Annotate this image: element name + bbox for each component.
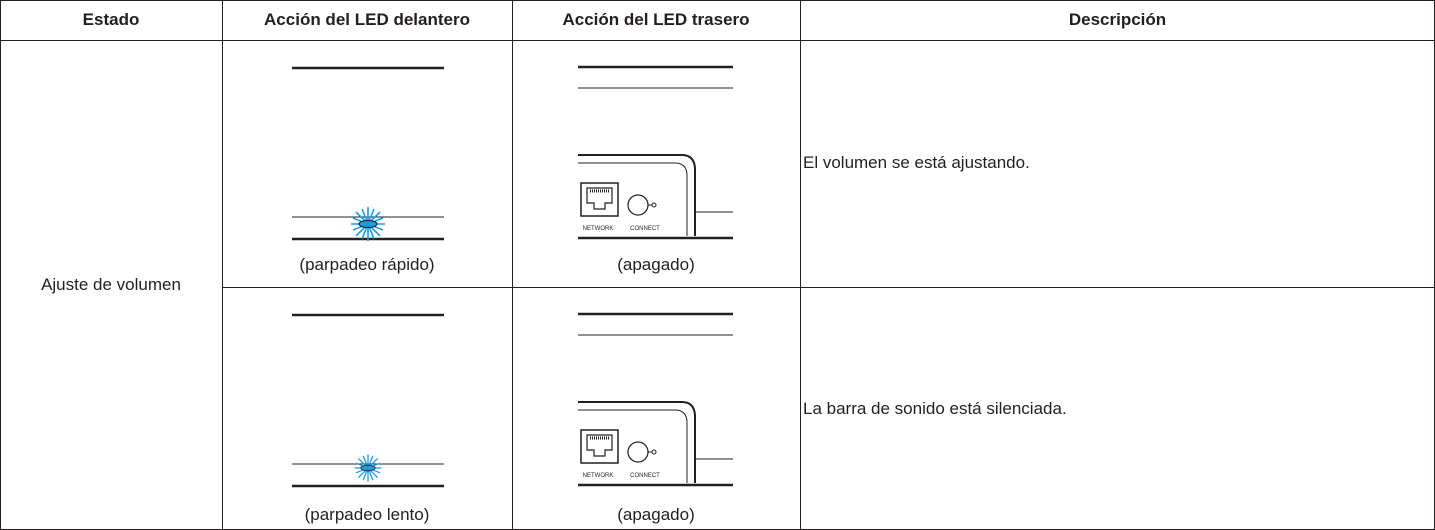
led-blink <box>354 454 382 482</box>
led-illustration: NETWORK CONNECT <box>292 312 733 488</box>
connect-button <box>651 202 657 208</box>
table-border <box>0 40 1435 41</box>
led-illustration: NETWORK CONNECT <box>292 65 733 241</box>
front-caption: (parpadeo lento) <box>304 505 430 524</box>
description: El volumen se está ajustando. <box>803 153 1030 172</box>
table-border <box>222 287 1435 288</box>
table-border <box>222 0 223 530</box>
connect-button <box>651 449 657 455</box>
device-outline <box>578 162 688 236</box>
device-outline <box>578 409 688 483</box>
rear-caption: (apagado) <box>617 255 695 274</box>
header-cell: Descripción <box>1068 10 1167 29</box>
connect-button <box>627 441 649 463</box>
description: La barra de sonido está silenciada. <box>803 399 1067 418</box>
port-label: NETWORK <box>583 473 614 479</box>
device-outline <box>578 154 696 236</box>
port-label: NETWORK <box>583 226 614 232</box>
table-border <box>0 0 1435 1</box>
table-border <box>800 0 801 530</box>
network-port <box>586 187 613 210</box>
rear-caption: (apagado) <box>617 505 695 524</box>
state-cell: Ajuste de volumen <box>41 275 181 294</box>
header-cell: Acción del LED trasero <box>562 10 750 29</box>
network-port <box>586 434 613 457</box>
device-outline <box>578 401 696 483</box>
header-cell: Estado <box>82 10 140 29</box>
connect-button <box>627 194 649 216</box>
table-border <box>0 0 1 530</box>
table-border <box>512 0 513 530</box>
header-cell: Acción del LED delantero <box>264 10 470 29</box>
port-label: CONNECT <box>630 226 660 232</box>
front-caption: (parpadeo rápido) <box>299 255 435 274</box>
led-blink <box>351 207 385 241</box>
port-label: CONNECT <box>630 473 660 479</box>
